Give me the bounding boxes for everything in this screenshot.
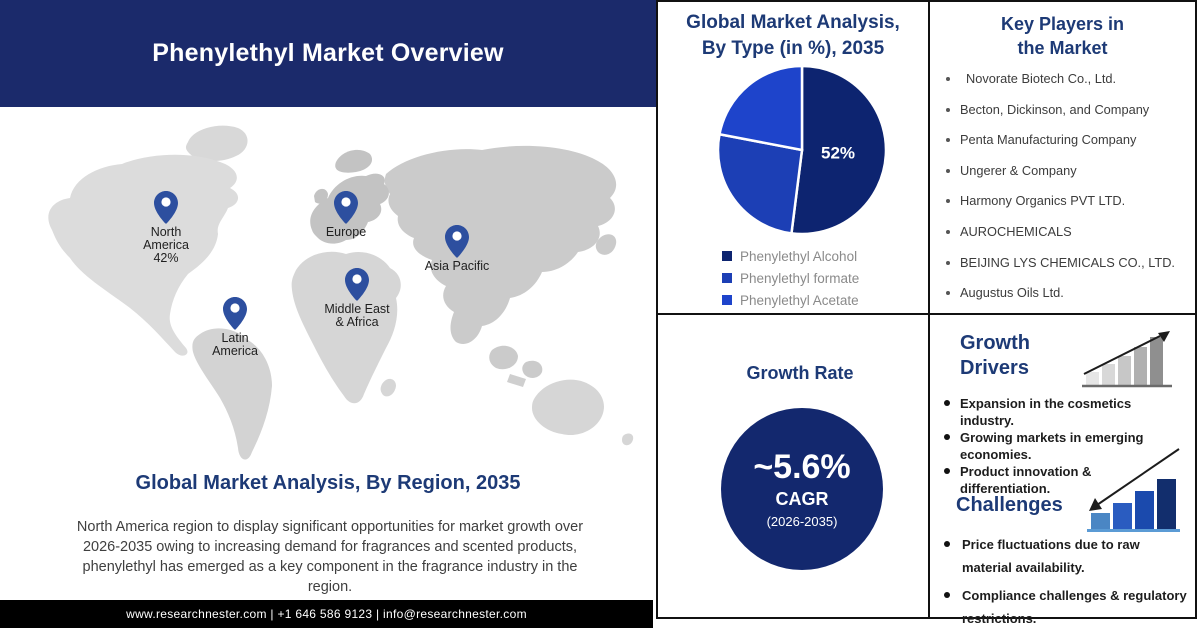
bullet-dot-icon — [944, 434, 950, 440]
key-player-item: Penta Manufacturing Company — [946, 131, 1195, 162]
pie-legend: Phenylethyl Alcohol Phenylethyl formate Ph… — [658, 245, 928, 311]
legend-swatch-icon — [722, 295, 732, 305]
map-pin-middle-east-africa: Middle East & Africa — [324, 268, 390, 329]
map-pin-europe: Europe — [326, 191, 366, 239]
growth-driver-item-text: Product innovation & differentiation. — [960, 464, 1092, 496]
map-pin-asia-pacific: Asia Pacific — [425, 225, 489, 273]
growth-driver-item: Product innovation & differentiation. — [944, 463, 1179, 497]
pie-chart-title: Global Market Analysis, By Type (in %), … — [686, 12, 900, 59]
bullet-dot-icon — [944, 468, 950, 474]
pie-slice-2 — [718, 64, 804, 152]
growth-rate-section: Growth Rate ~5.6% CAGR (2026-2035) — [658, 315, 928, 617]
map-pin-label: North America 42% — [143, 225, 189, 265]
key-player-item: Harmony Organics PVT LTD. — [946, 192, 1195, 223]
growth-rate-heading: Growth Rate — [746, 363, 854, 383]
key-player-item: Ungerer & Company — [946, 162, 1195, 193]
location-pin-icon — [154, 191, 178, 224]
challenges-list: Price fluctuations due to raw material a… — [944, 533, 1189, 628]
growth-driver-item: Expansion in the cosmetics industry. — [944, 395, 1179, 429]
bullet-dot-icon — [946, 107, 950, 112]
map-pin-latin-america: Latin America — [212, 297, 258, 358]
page-title: Phenylethyl Market Overview — [152, 39, 504, 67]
footer-text: www.researchnester.com | +1 646 586 9123… — [126, 607, 527, 621]
key-players-list: Novorate Biotech Co., Ltd. Becton, Dickin… — [930, 70, 1195, 315]
key-player-item-text: Ungerer & Company — [960, 162, 1077, 178]
world-map: North America 42% Europe Asia Pacific Latin … — [30, 112, 650, 460]
growth-rate-circle: ~5.6% CAGR (2026-2035) — [721, 408, 883, 570]
legend-label: Phenylethyl formate — [740, 270, 860, 286]
challenge-item: Compliance challenges & regulatory restr… — [944, 584, 1189, 628]
map-pin-north-america: North America 42% — [143, 191, 189, 265]
challenge-item-text: Compliance challenges & regulatory restr… — [962, 588, 1187, 626]
legend-swatch-icon — [722, 251, 732, 261]
key-player-item-text: Augustus Oils Ltd. — [960, 285, 1064, 301]
key-player-item: AUROCHEMICALS — [946, 223, 1195, 254]
cagr-period: (2026-2035) — [766, 514, 838, 529]
cagr-label: CAGR — [775, 489, 829, 509]
header-band: Phenylethyl Market Overview — [0, 0, 656, 107]
drivers-challenges-section: Growth Drivers Expansion in t — [930, 315, 1195, 626]
cagr-value: ~5.6% — [753, 448, 851, 486]
bullet-dot-icon — [944, 400, 950, 406]
key-player-item: Becton, Dickinson, and Company — [946, 101, 1195, 132]
key-player-item-text: AUROCHEMICALS — [960, 223, 1072, 239]
map-pin-label: Europe — [325, 225, 367, 239]
map-pin-label: Middle East & Africa — [324, 302, 390, 329]
key-player-item-text: Novorate Biotech Co., Ltd. — [966, 71, 1117, 86]
location-pin-icon — [445, 225, 469, 258]
challenges-heading: Challenges — [956, 494, 1063, 516]
bullet-dot-icon — [946, 77, 950, 81]
right-column: Key Players in the Market Novorate Biote… — [930, 2, 1195, 626]
region-section-heading: Global Market Analysis, By Region, 2035 — [135, 472, 521, 494]
legend-item: Phenylethyl Acetate — [722, 289, 928, 311]
world-map-image — [48, 125, 634, 460]
bullet-dot-icon — [946, 291, 950, 296]
location-pin-icon — [334, 191, 358, 224]
key-player-item: BEIJING LYS CHEMICALS CO., LTD. — [946, 254, 1195, 285]
challenges-bars-down-arrow-icon — [1083, 443, 1183, 538]
growth-driver-item-text: Expansion in the cosmetics industry. — [960, 396, 1132, 428]
bullet-dot-icon — [944, 541, 950, 547]
legend-label: Phenylethyl Alcohol — [740, 248, 858, 264]
legend-swatch-icon — [722, 273, 732, 283]
key-player-item-text: BEIJING LYS CHEMICALS CO., LTD. — [960, 254, 1175, 270]
footer-contact-bar: www.researchnester.com | +1 646 586 9123… — [0, 600, 653, 628]
map-pin-label: Latin America — [212, 331, 258, 358]
key-player-item-text: Harmony Organics PVT LTD. — [960, 193, 1126, 209]
legend-item: Phenylethyl formate — [722, 267, 928, 289]
bullet-dot-icon — [946, 168, 950, 173]
challenge-item-text: Price fluctuations due to raw material a… — [962, 537, 1140, 575]
map-pin-label: Asia Pacific — [424, 259, 490, 273]
middle-column: Global Market Analysis, By Type (in %), … — [658, 2, 930, 617]
growth-bars-up-arrow-icon — [1080, 327, 1174, 396]
growth-drivers-heading: Growth Drivers — [960, 332, 1030, 379]
bullet-dot-icon — [946, 138, 950, 143]
location-pin-icon — [345, 268, 369, 301]
pie-slice-1 — [716, 132, 804, 235]
key-player-item: Augustus Oils Ltd. — [946, 284, 1195, 315]
challenge-item: Price fluctuations due to raw material a… — [944, 533, 1189, 579]
key-player-item: Novorate Biotech Co., Ltd. — [946, 70, 1195, 101]
growth-drivers-list: Expansion in the cosmetics industry. Grow… — [944, 395, 1179, 497]
legend-item: Phenylethyl Alcohol — [722, 245, 928, 267]
key-player-item-text: Penta Manufacturing Company — [960, 132, 1137, 148]
key-players-heading: Key Players in the Market — [1000, 14, 1125, 58]
location-pin-icon — [223, 297, 247, 330]
key-players-section: Key Players in the Market Novorate Biote… — [930, 2, 1195, 315]
legend-label: Phenylethyl Acetate — [740, 292, 859, 308]
bullet-dot-icon — [946, 229, 950, 234]
region-section-paragraph: North America region to display signific… — [76, 519, 584, 595]
info-panel: Global Market Analysis, By Type (in %), … — [656, 0, 1197, 626]
bullet-dot-icon — [944, 592, 950, 598]
pie-chart: 52% — [716, 64, 888, 236]
pie-chart-section: Global Market Analysis, By Type (in %), … — [658, 2, 928, 315]
growth-driver-item-text: Growing markets in emerging economies. — [960, 430, 1144, 462]
key-player-item-text: Becton, Dickinson, and Company — [960, 101, 1150, 117]
bullet-dot-icon — [946, 260, 950, 265]
growth-driver-item: Growing markets in emerging economies. — [944, 429, 1179, 463]
pie-data-label: 52% — [821, 143, 855, 162]
pie-slice-0 — [790, 64, 888, 236]
bullet-dot-icon — [946, 199, 950, 204]
